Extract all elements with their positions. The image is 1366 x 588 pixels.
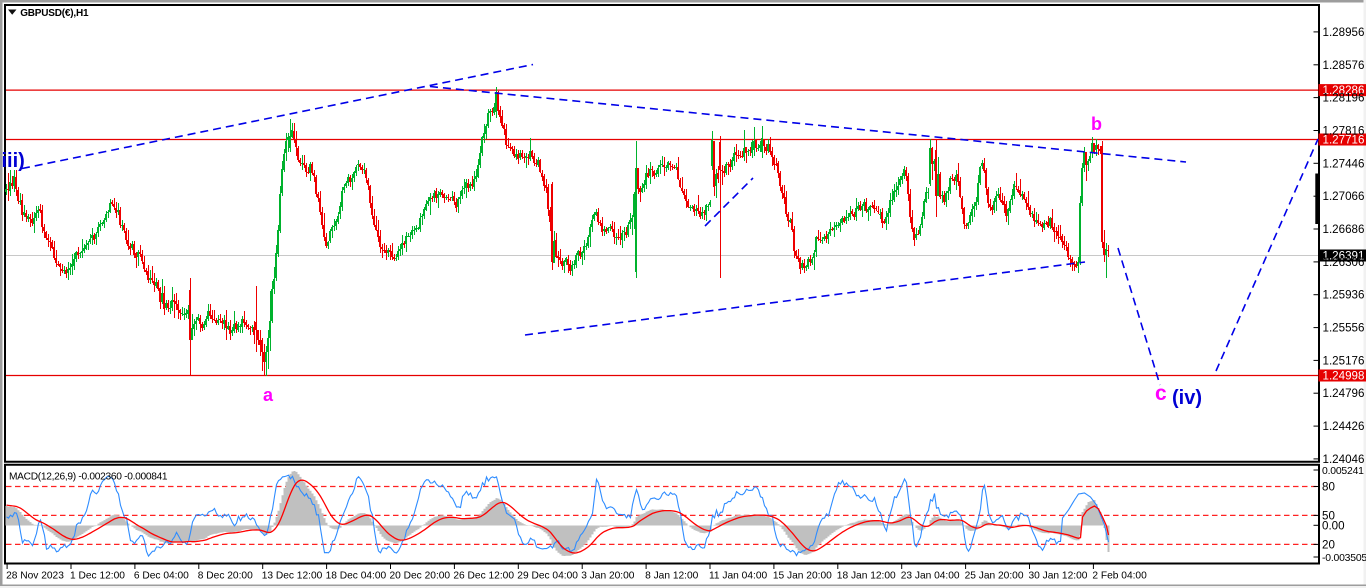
svg-text:13 Dec 12:00: 13 Dec 12:00 xyxy=(262,571,323,582)
svg-text:a: a xyxy=(263,385,274,405)
svg-text:20: 20 xyxy=(1322,538,1335,551)
svg-text:1.25176: 1.25176 xyxy=(1323,354,1365,367)
svg-text:18 Dec 04:00: 18 Dec 04:00 xyxy=(326,571,387,582)
svg-text:1.26306: 1.26306 xyxy=(1323,256,1365,269)
svg-text:1.26686: 1.26686 xyxy=(1323,223,1365,236)
svg-text:3 Jan 20:00: 3 Jan 20:00 xyxy=(581,571,635,582)
svg-text:29 Dec 04:00: 29 Dec 04:00 xyxy=(517,571,578,582)
svg-text:6 Dec 04:00: 6 Dec 04:00 xyxy=(134,571,189,582)
svg-text:1.26391: 1.26391 xyxy=(1323,250,1365,263)
svg-text:80: 80 xyxy=(1322,481,1335,494)
svg-text:25 Jan 20:00: 25 Jan 20:00 xyxy=(965,571,1024,582)
svg-text:30 Jan 12:00: 30 Jan 12:00 xyxy=(1029,571,1088,582)
svg-text:c: c xyxy=(1155,382,1167,405)
svg-text:20 Dec 20:00: 20 Dec 20:00 xyxy=(390,571,451,582)
svg-text:b: b xyxy=(1091,114,1102,134)
svg-text:1 Dec 12:00: 1 Dec 12:00 xyxy=(70,571,125,582)
svg-text:0.00: 0.00 xyxy=(1322,519,1345,532)
svg-text:1.25556: 1.25556 xyxy=(1323,322,1365,335)
svg-text:1.24046: 1.24046 xyxy=(1323,453,1365,466)
svg-text:8 Jan 12:00: 8 Jan 12:00 xyxy=(645,571,699,582)
svg-text:15 Jan 20:00: 15 Jan 20:00 xyxy=(773,571,832,582)
svg-text:1.28956: 1.28956 xyxy=(1323,26,1365,39)
svg-text:1.28196: 1.28196 xyxy=(1323,92,1365,105)
svg-text:1.27066: 1.27066 xyxy=(1323,190,1365,203)
svg-text:8 Dec 20:00: 8 Dec 20:00 xyxy=(198,571,253,582)
svg-text:1.27816: 1.27816 xyxy=(1323,125,1365,138)
svg-text:1.28576: 1.28576 xyxy=(1323,59,1365,72)
svg-text:26 Dec 12:00: 26 Dec 12:00 xyxy=(453,571,514,582)
svg-text:1.25936: 1.25936 xyxy=(1323,289,1365,302)
svg-text:50: 50 xyxy=(1322,509,1335,522)
svg-text:(iv): (iv) xyxy=(1172,387,1202,409)
svg-text:28 Nov 2023: 28 Nov 2023 xyxy=(6,571,64,582)
svg-text:0.005241: 0.005241 xyxy=(1322,466,1364,477)
svg-text:18 Jan 12:00: 18 Jan 12:00 xyxy=(837,571,896,582)
svg-text:1.24426: 1.24426 xyxy=(1323,420,1365,433)
svg-text:-0.003505: -0.003505 xyxy=(1322,553,1366,564)
svg-text:1.28286: 1.28286 xyxy=(1323,84,1365,97)
svg-text:1.24796: 1.24796 xyxy=(1323,387,1365,400)
svg-text:iii): iii) xyxy=(2,150,25,172)
svg-text:1.24998: 1.24998 xyxy=(1323,370,1365,383)
svg-text:MACD(12,26,9) -0.002360 -0.000: MACD(12,26,9) -0.002360 -0.000841 xyxy=(9,472,168,483)
svg-text:GBPUSD(€),H1: GBPUSD(€),H1 xyxy=(20,8,89,19)
svg-text:23 Jan 04:00: 23 Jan 04:00 xyxy=(901,571,960,582)
svg-text:1.27716: 1.27716 xyxy=(1323,134,1365,147)
svg-text:11 Jan 04:00: 11 Jan 04:00 xyxy=(709,571,767,582)
svg-text:1.27446: 1.27446 xyxy=(1323,157,1365,170)
svg-text:2 Feb 04:00: 2 Feb 04:00 xyxy=(1092,571,1147,582)
